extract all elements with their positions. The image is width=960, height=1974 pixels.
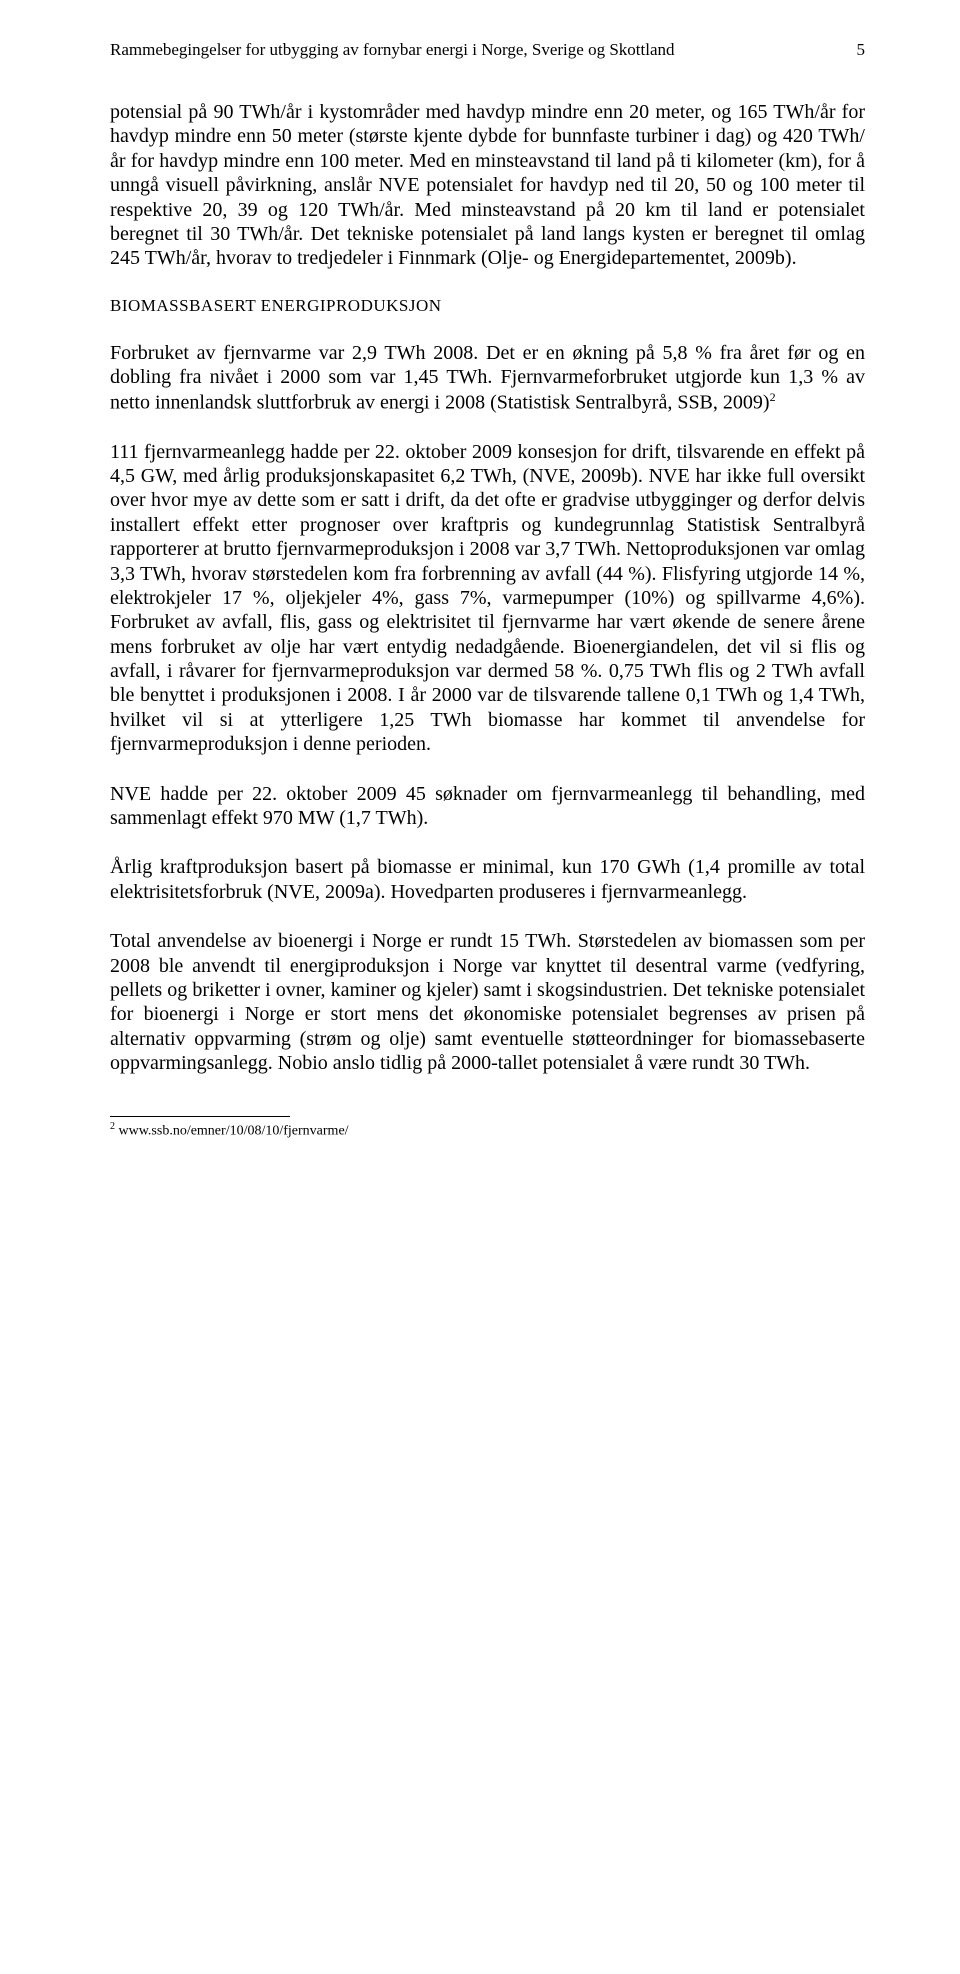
footnote-rule — [110, 1116, 290, 1117]
header-page-number: 5 — [857, 40, 866, 60]
page-header: Rammebegingelser for utbygging av fornyb… — [110, 40, 865, 60]
body-paragraph-2: Forbruket av fjernvarme var 2,9 TWh 2008… — [110, 341, 865, 415]
footnote-ref-2: 2 — [770, 390, 776, 404]
body-paragraph-5: Årlig kraftproduksjon basert på biomasse… — [110, 855, 865, 904]
document-page: Rammebegingelser for utbygging av fornyb… — [0, 0, 960, 1220]
body-paragraph-3: 111 fjernvarmeanlegg hadde per 22. oktob… — [110, 440, 865, 757]
body-paragraph-2-text: Forbruket av fjernvarme var 2,9 TWh 2008… — [110, 342, 865, 413]
header-title: Rammebegingelser for utbygging av fornyb… — [110, 40, 675, 60]
body-paragraph-6: Total anvendelse av bioenergi i Norge er… — [110, 929, 865, 1075]
footnote-2: 2 www.ssb.no/emner/10/08/10/fjernvarme/ — [110, 1121, 865, 1140]
footnote-text: www.ssb.no/emner/10/08/10/fjernvarme/ — [115, 1123, 349, 1138]
body-paragraph-1: potensial på 90 TWh/år i kystområder med… — [110, 100, 865, 271]
section-heading-biomass: BIOMASSBASERT ENERGIPRODUKSJON — [110, 296, 865, 316]
body-paragraph-4: NVE hadde per 22. oktober 2009 45 søknad… — [110, 782, 865, 831]
